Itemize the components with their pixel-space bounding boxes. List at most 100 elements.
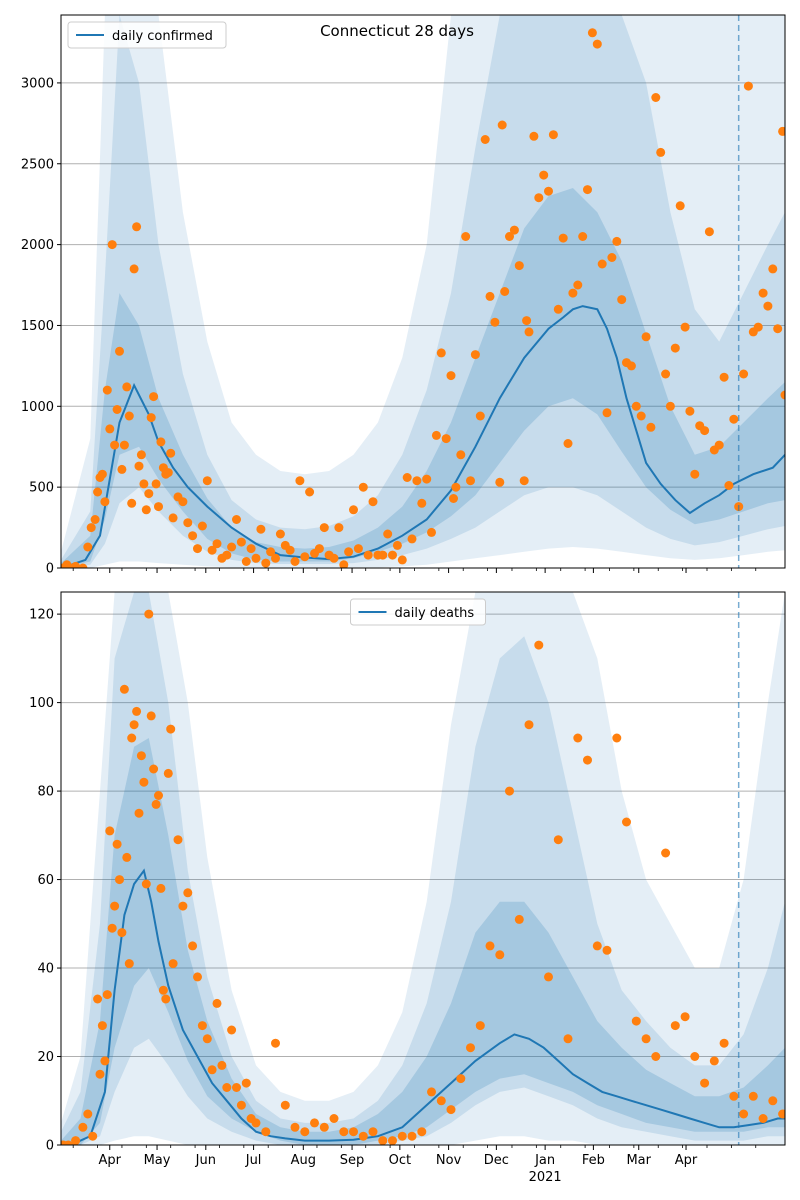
- data-point: [139, 479, 149, 489]
- data-point: [602, 945, 612, 955]
- data-point: [495, 950, 505, 960]
- data-point: [178, 901, 188, 911]
- axes-frame: [60, 14, 786, 569]
- data-point: [563, 439, 573, 448]
- data-point: [641, 332, 651, 342]
- data-point: [290, 1122, 300, 1132]
- data-point: [631, 1016, 641, 1026]
- data-point: [222, 1083, 232, 1092]
- y-tick-label: 2000: [21, 238, 54, 253]
- band-middle: [61, 592, 785, 1145]
- x-year-label: 2021: [529, 1170, 562, 1185]
- data-point: [505, 232, 514, 241]
- data-point: [119, 684, 129, 694]
- data-point: [534, 193, 544, 203]
- data-point: [236, 537, 246, 547]
- data-point: [168, 513, 178, 523]
- x-tick-label: Oct: [389, 1153, 411, 1168]
- data-point: [166, 724, 176, 734]
- y-tick-label: 60: [37, 873, 54, 888]
- data-point: [392, 540, 402, 550]
- data-point: [446, 1105, 456, 1115]
- data-point: [656, 147, 666, 157]
- data-point: [232, 1083, 241, 1092]
- data-point: [102, 385, 112, 395]
- data-point: [151, 479, 161, 489]
- data-point: [573, 280, 583, 290]
- data-point: [729, 414, 739, 424]
- data-point: [141, 879, 151, 889]
- data-point: [122, 382, 132, 392]
- data-point: [163, 768, 173, 778]
- data-point: [193, 972, 202, 982]
- data-point: [544, 186, 553, 196]
- data-point: [319, 1122, 329, 1132]
- data-point: [753, 322, 763, 332]
- data-point: [456, 1074, 466, 1084]
- data-point: [670, 343, 680, 353]
- data-point: [275, 529, 285, 539]
- data-point: [661, 369, 671, 379]
- data-point: [122, 852, 132, 862]
- series-line: [61, 868, 785, 1145]
- data-point: [134, 461, 144, 471]
- data-point: [188, 941, 198, 951]
- data-point: [136, 751, 146, 761]
- data-point: [144, 489, 154, 499]
- data-point: [739, 369, 749, 379]
- x-tick-label: Jul: [245, 1153, 262, 1168]
- data-point: [90, 515, 100, 524]
- deaths-panel: 0 20 40 60 80 100 120 Apr May Jun Jul Aug Sep Oct Nov D…: [29, 591, 786, 1185]
- y-tick-label: 40: [37, 962, 54, 977]
- data-point: [470, 350, 480, 360]
- data-point: [422, 474, 432, 484]
- data-point: [378, 1136, 388, 1145]
- data-point: [124, 959, 134, 969]
- data-point: [475, 1021, 485, 1031]
- data-point: [112, 405, 122, 414]
- data-point: [563, 1034, 573, 1044]
- data-point: [514, 261, 524, 271]
- data-point: [700, 1078, 710, 1088]
- data-point: [197, 1021, 207, 1031]
- data-point: [100, 1056, 110, 1066]
- data-point: [675, 201, 685, 211]
- data-point: [461, 232, 471, 241]
- data-point: [129, 264, 139, 274]
- data-point: [183, 888, 193, 898]
- data-point: [132, 706, 142, 716]
- data-point: [227, 542, 237, 552]
- legend-box: [67, 21, 227, 49]
- band-outer: [61, 15, 785, 568]
- data-point: [497, 120, 507, 130]
- data-point: [700, 426, 710, 436]
- data-point: [222, 550, 232, 560]
- data-point: [105, 424, 115, 434]
- data-point: [110, 901, 120, 911]
- data-point: [207, 1065, 217, 1075]
- data-point: [183, 518, 193, 528]
- data-point: [646, 422, 656, 432]
- data-point: [290, 557, 300, 566]
- data-point: [97, 1021, 107, 1031]
- data-point: [146, 413, 156, 423]
- data-point: [490, 317, 500, 327]
- data-point: [587, 28, 597, 38]
- data-point: [129, 720, 139, 730]
- data-point: [778, 1109, 785, 1119]
- data-point: [158, 985, 168, 995]
- data-point: [485, 941, 495, 951]
- data-point: [127, 498, 137, 508]
- data-point: [758, 1114, 768, 1123]
- data-point: [427, 527, 436, 537]
- data-point: [149, 764, 159, 774]
- data-point: [202, 1034, 212, 1044]
- data-point: [334, 523, 344, 533]
- band-inner: [61, 188, 785, 568]
- data-point: [102, 990, 112, 1000]
- data-point: [202, 476, 212, 486]
- data-point: [763, 301, 773, 311]
- data-point: [509, 225, 519, 235]
- y-tick-label: 100: [29, 696, 54, 711]
